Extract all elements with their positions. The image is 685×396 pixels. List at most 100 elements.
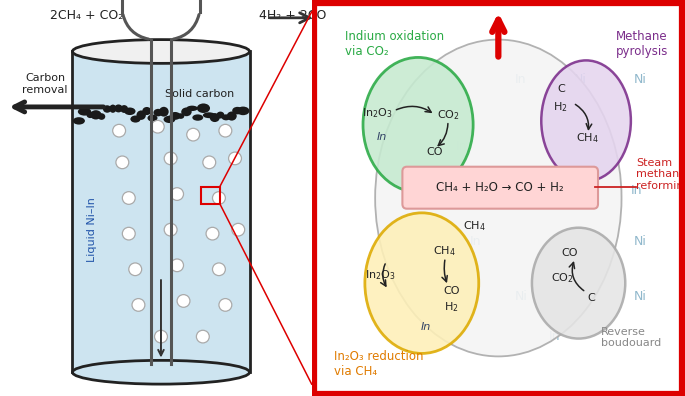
Ellipse shape — [177, 113, 184, 119]
Ellipse shape — [164, 152, 177, 165]
Ellipse shape — [153, 109, 163, 116]
Ellipse shape — [219, 124, 232, 137]
Bar — [73, 51, 249, 372]
Ellipse shape — [123, 227, 135, 240]
Text: CO: CO — [427, 147, 443, 158]
Ellipse shape — [197, 103, 210, 113]
Ellipse shape — [237, 107, 249, 115]
Ellipse shape — [155, 330, 167, 343]
Ellipse shape — [164, 116, 175, 123]
Text: In: In — [377, 131, 387, 142]
Text: C: C — [587, 293, 595, 303]
Ellipse shape — [212, 263, 225, 276]
Text: In: In — [549, 330, 560, 343]
Text: H$_2$: H$_2$ — [553, 100, 567, 114]
Text: In: In — [456, 140, 466, 153]
Ellipse shape — [232, 107, 242, 114]
Ellipse shape — [363, 57, 473, 192]
Ellipse shape — [147, 114, 158, 122]
Ellipse shape — [151, 120, 164, 133]
Ellipse shape — [123, 192, 135, 204]
Text: Solid carbon: Solid carbon — [165, 89, 234, 99]
Text: H$_2$: H$_2$ — [445, 300, 459, 314]
Ellipse shape — [187, 128, 199, 141]
Ellipse shape — [182, 107, 192, 116]
Text: In: In — [470, 235, 482, 248]
Ellipse shape — [73, 117, 85, 125]
Ellipse shape — [86, 112, 94, 118]
Text: Steam
methane
reforming: Steam methane reforming — [636, 158, 685, 191]
Ellipse shape — [129, 263, 142, 276]
Ellipse shape — [375, 40, 621, 356]
Ellipse shape — [130, 116, 140, 123]
Ellipse shape — [170, 112, 181, 120]
Text: In: In — [631, 184, 643, 196]
Text: In$_2$O$_3$: In$_2$O$_3$ — [365, 268, 396, 282]
Text: 2CH₄ + CO₂: 2CH₄ + CO₂ — [50, 10, 123, 22]
Ellipse shape — [103, 105, 112, 113]
Text: Reverse
boudouard: Reverse boudouard — [601, 327, 661, 348]
Text: Ni: Ni — [469, 184, 482, 196]
Text: Ni: Ni — [574, 73, 587, 86]
Ellipse shape — [219, 299, 232, 311]
Text: 4H₂ + 2CO: 4H₂ + 2CO — [260, 10, 327, 22]
Text: CH$_4$: CH$_4$ — [576, 132, 599, 145]
Text: CO$_2$: CO$_2$ — [436, 108, 460, 122]
Text: CO$_2$: CO$_2$ — [551, 271, 574, 285]
Ellipse shape — [109, 105, 116, 113]
Text: Carbon
removal: Carbon removal — [23, 73, 68, 95]
Ellipse shape — [229, 152, 241, 165]
Ellipse shape — [73, 360, 249, 384]
Ellipse shape — [120, 105, 128, 113]
Ellipse shape — [210, 113, 220, 122]
Text: Ni: Ni — [634, 235, 647, 248]
Ellipse shape — [114, 105, 123, 112]
Text: CH$_4$: CH$_4$ — [462, 219, 486, 232]
Ellipse shape — [221, 114, 231, 120]
Ellipse shape — [541, 61, 631, 181]
Ellipse shape — [216, 112, 225, 118]
Ellipse shape — [132, 299, 145, 311]
Text: Ni: Ni — [634, 291, 647, 303]
Ellipse shape — [164, 223, 177, 236]
Text: In$_2$O$_3$: In$_2$O$_3$ — [362, 106, 393, 120]
Text: C: C — [557, 84, 565, 94]
Text: In: In — [515, 73, 527, 86]
Ellipse shape — [203, 156, 216, 169]
Ellipse shape — [171, 259, 184, 272]
Text: CO: CO — [561, 248, 577, 259]
Text: CH$_4$: CH$_4$ — [433, 245, 456, 258]
Ellipse shape — [112, 124, 125, 137]
Ellipse shape — [532, 228, 625, 339]
Ellipse shape — [142, 107, 151, 115]
Text: Liquid Ni–In: Liquid Ni–In — [87, 197, 97, 262]
Ellipse shape — [159, 107, 169, 116]
Ellipse shape — [192, 114, 203, 121]
Text: In: In — [421, 322, 431, 332]
Bar — [201, 187, 220, 204]
Ellipse shape — [90, 110, 101, 120]
Ellipse shape — [232, 223, 245, 236]
Ellipse shape — [203, 112, 215, 118]
Ellipse shape — [171, 188, 184, 200]
Text: CO: CO — [443, 286, 460, 296]
Ellipse shape — [177, 295, 190, 307]
Text: CH₄ + H₂O → CO + H₂: CH₄ + H₂O → CO + H₂ — [436, 181, 564, 194]
Text: Ni: Ni — [514, 291, 527, 303]
Ellipse shape — [227, 112, 237, 121]
Ellipse shape — [116, 156, 129, 169]
Ellipse shape — [212, 192, 225, 204]
Text: In₂O₃ reduction
via CH₄: In₂O₃ reduction via CH₄ — [334, 350, 423, 379]
Ellipse shape — [98, 113, 105, 120]
Ellipse shape — [197, 330, 209, 343]
Ellipse shape — [186, 106, 198, 111]
Ellipse shape — [136, 110, 146, 120]
Ellipse shape — [78, 108, 91, 116]
Text: Indium oxidation
via CO₂: Indium oxidation via CO₂ — [345, 30, 445, 58]
FancyBboxPatch shape — [402, 167, 598, 209]
Ellipse shape — [206, 227, 219, 240]
Ellipse shape — [124, 107, 136, 115]
Text: Ni: Ni — [634, 73, 647, 86]
Text: Methane
pyrolysis: Methane pyrolysis — [616, 30, 669, 58]
Ellipse shape — [73, 40, 249, 63]
